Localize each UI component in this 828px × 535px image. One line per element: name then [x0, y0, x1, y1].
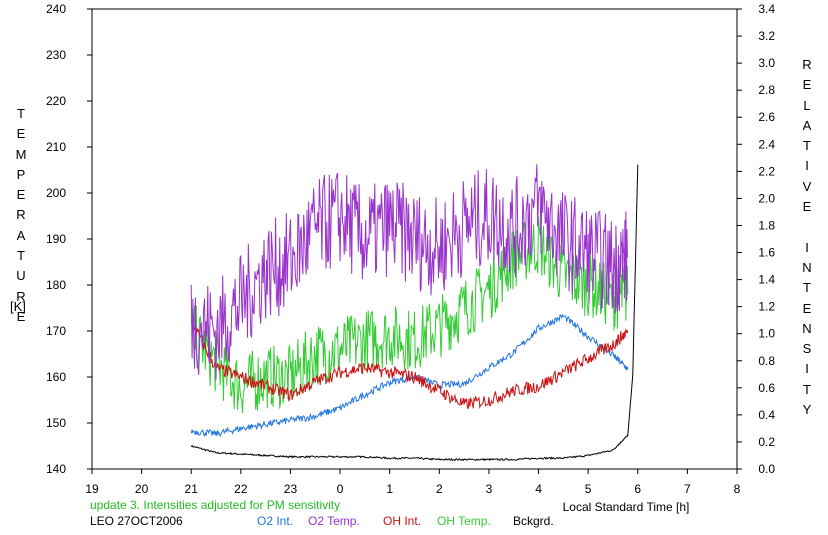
y-right-tick-label: 2.0: [758, 191, 775, 205]
axis-title-letter: Y: [802, 402, 812, 418]
axis-title-letter: I: [805, 158, 809, 174]
x-axis-label: Local Standard Time [h]: [563, 500, 690, 514]
y-left-tick-label: 230: [46, 48, 66, 62]
x-tick-label: 8: [734, 482, 741, 496]
y-right-tick-label: 0.0: [758, 462, 775, 476]
x-tick-label: 2: [436, 482, 443, 496]
x-tick-label: 21: [185, 482, 199, 496]
x-tick-label: 1: [386, 482, 393, 496]
axis-title-letter: [799, 217, 815, 237]
y-axis-left-unit: [K]: [10, 299, 26, 314]
y-left-tick-label: 150: [46, 416, 66, 430]
y-right-tick-label: 3.4: [758, 2, 775, 16]
axis-title-letter: E: [802, 300, 812, 316]
axis-title-letter: N: [802, 320, 812, 336]
y-left-tick-label: 180: [46, 278, 66, 292]
axis-title-letter: V: [802, 178, 812, 194]
legend-bckgrd: Bckgrd.: [513, 514, 554, 528]
y-left-tick-label: 170: [46, 324, 66, 338]
y-right-tick-label: 2.4: [758, 137, 775, 151]
y-right-tick-label: 0.2: [758, 435, 775, 449]
x-tick-label: 5: [585, 482, 592, 496]
plot-frame: [91, 8, 738, 470]
axis-title-letter: T: [803, 138, 811, 154]
y-left-tick-label: 240: [46, 2, 66, 16]
axis-title-letter: T: [803, 381, 811, 397]
y-left-tick-label: 220: [46, 94, 66, 108]
axis-title-letter: A: [802, 117, 812, 133]
y-right-tick-label: 3.0: [758, 56, 775, 70]
axis-title-letter: T: [17, 106, 25, 121]
axis-title-letter: T: [17, 248, 25, 264]
axis-title-letter: E: [16, 187, 26, 203]
y-left-tick-label: 190: [46, 232, 66, 246]
x-tick-label: 23: [284, 482, 298, 496]
y-right-tick-label: 1.2: [758, 300, 775, 314]
legend-oh-temp: OH Temp.: [437, 514, 491, 528]
y-right-tick-label: 0.4: [758, 408, 775, 422]
y-left-tick-label: 160: [46, 370, 66, 384]
axis-title-letter: U: [16, 268, 26, 284]
axis-title-letter: A: [16, 227, 26, 243]
axis-title-letter: P: [16, 166, 26, 182]
legend-o2-temp: O2 Temp.: [308, 514, 360, 528]
y-right-tick-label: 1.4: [758, 273, 775, 287]
axis-title-letter: I: [805, 361, 809, 377]
y-right-tick-label: 1.6: [758, 246, 775, 260]
x-tick-label: 4: [535, 482, 542, 496]
axis-title-letter: T: [803, 280, 811, 296]
legend-oh-int: OH Int.: [383, 514, 422, 528]
x-tick-label: 22: [234, 482, 248, 496]
y-left-tick-label: 140: [46, 462, 66, 476]
y-right-tick-label: 0.8: [758, 354, 775, 368]
y-left-tick-label: 200: [46, 186, 66, 200]
axis-title-letter: M: [15, 146, 27, 162]
axis-title-letter: I: [805, 239, 809, 255]
series-line-oh-int: [190, 318, 629, 410]
axis-title-letter: R: [802, 57, 812, 72]
axis-title-letter: E: [802, 77, 812, 93]
series-line-bckgrd: [190, 164, 639, 462]
x-tick-label: 20: [135, 482, 149, 496]
x-tick-label: 3: [486, 482, 493, 496]
x-tick-label: 7: [684, 482, 691, 496]
y-right-tick-label: 2.2: [758, 164, 775, 178]
y-right-tick-label: 2.8: [758, 83, 775, 97]
y-right-tick-label: 2.6: [758, 110, 775, 124]
y-right-tick-label: 1.0: [758, 327, 775, 341]
axis-title-letter: R: [16, 288, 26, 304]
axis-title-letter: E: [802, 199, 812, 215]
axis-title-letter: N: [802, 259, 812, 275]
axis-title-letter: L: [803, 97, 811, 113]
y-right-tick-label: 3.2: [758, 29, 775, 43]
axis-title-letter: E: [16, 126, 26, 142]
station-label: LEO 27OCT2006: [90, 514, 183, 528]
axis-title-letter: E: [16, 308, 26, 324]
chart-annotation: update 3. Intensities adjusted for PM se…: [90, 498, 341, 512]
series-line-o2-temp: [190, 164, 629, 380]
y-right-tick-label: 1.8: [758, 218, 775, 232]
axis-title-letter: R: [16, 207, 26, 223]
legend-o2-int: O2 Int.: [257, 514, 294, 528]
x-tick-label: 6: [634, 482, 641, 496]
axis-title-letter: S: [802, 341, 812, 357]
y-right-tick-label: 0.6: [758, 381, 775, 395]
x-tick-label: 19: [85, 482, 99, 496]
x-tick-label: 0: [337, 482, 344, 496]
y-left-tick-label: 210: [46, 140, 66, 154]
